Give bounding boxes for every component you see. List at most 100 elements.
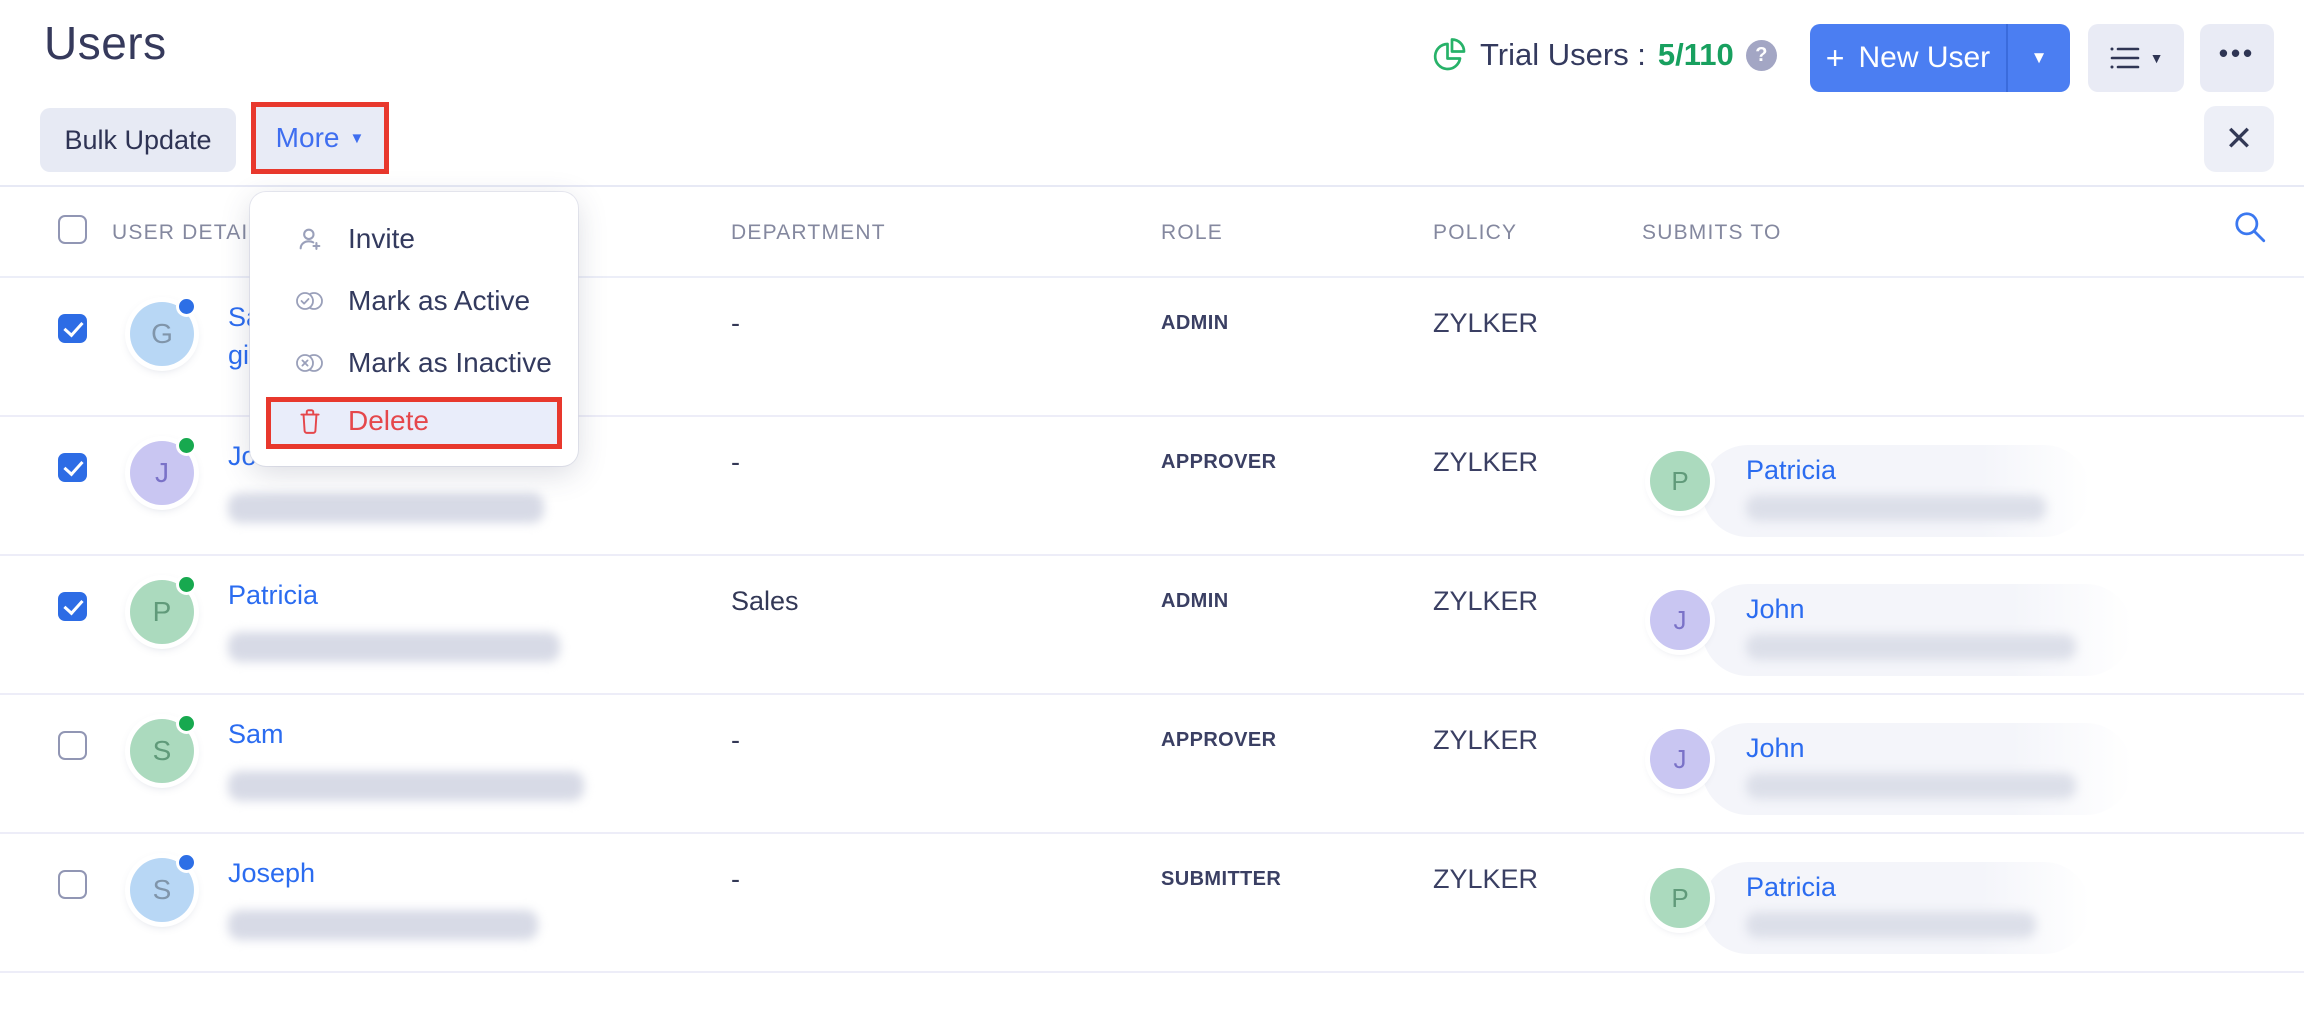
- more-options-button[interactable]: •••: [2200, 24, 2274, 92]
- menu-item-delete[interactable]: Delete: [250, 394, 578, 448]
- toggle-x-icon: [294, 350, 326, 376]
- submits-name-link[interactable]: Patricia: [1746, 455, 1837, 485]
- table-header: USER DETAILS DEPARTMENT ROLE POLICY SUBM…: [0, 187, 2304, 278]
- submits-email-blurred: [1746, 773, 2076, 799]
- submits-email-blurred: [1746, 495, 2046, 521]
- policy-cell: ZYLKER: [1433, 586, 1539, 616]
- user-name-line2[interactable]: gi: [228, 340, 250, 370]
- email-blurred: [228, 493, 544, 523]
- user-name-link[interactable]: Joseph: [228, 858, 316, 888]
- department-cell: -: [731, 308, 740, 338]
- submits-pill: [1702, 723, 2132, 815]
- submits-pill: [1702, 862, 2090, 954]
- new-user-dropdown-arrow[interactable]: ▼: [2030, 48, 2048, 67]
- status-dot: [176, 852, 197, 873]
- submits-to-cell: P Patricia: [1640, 439, 2240, 539]
- more-button[interactable]: More ▼: [251, 102, 389, 174]
- table-row: S Sam - APPROVER ZYLKER J John: [0, 695, 2304, 834]
- submits-avatar: J: [1650, 590, 1710, 650]
- role-cell: SUBMITTER: [1161, 868, 1282, 890]
- submits-to-cell: J John: [1640, 578, 2240, 678]
- department-cell: -: [731, 864, 740, 894]
- role-cell: APPROVER: [1161, 451, 1277, 473]
- email-blurred: [228, 910, 538, 940]
- new-user-button[interactable]: + New User ▼: [1810, 24, 2070, 92]
- submits-to-cell: J John: [1640, 717, 2240, 817]
- delete-annotation-box: [266, 397, 562, 449]
- row-checkbox[interactable]: [58, 453, 87, 482]
- avatar-letter: J: [155, 457, 169, 488]
- new-user-label: New User: [1858, 41, 1991, 74]
- close-button[interactable]: ✕: [2204, 106, 2274, 172]
- select-all-checkbox[interactable]: [58, 215, 87, 244]
- table-row: G Sa gi - ADMIN ZYLKER: [0, 278, 2304, 417]
- list-view-icon: [2109, 44, 2143, 72]
- submits-email-blurred: [1746, 634, 2076, 660]
- submits-email-blurred: [1746, 912, 2036, 938]
- trial-users-count: 5/110: [1657, 37, 1734, 72]
- column-user-details: USER DETAILS: [112, 221, 277, 244]
- table-row: S Joseph - SUBMITTER ZYLKER P Patricia: [0, 834, 2304, 973]
- policy-cell: ZYLKER: [1433, 447, 1539, 477]
- menu-item-mark-as-inactive[interactable]: Mark as Inactive: [250, 332, 578, 394]
- table-row: J Jo - APPROVER ZYLKER P Patricia: [0, 417, 2304, 556]
- column-policy: POLICY: [1433, 221, 1518, 244]
- submits-to-cell: P Patricia: [1640, 856, 2240, 956]
- email-blurred: [228, 632, 560, 662]
- row-checkbox[interactable]: [58, 731, 87, 760]
- more-button-label: More: [275, 122, 340, 153]
- submits-avatar: P: [1650, 868, 1710, 928]
- user-name-link[interactable]: Sam: [228, 719, 284, 749]
- menu-item-label: Mark as Inactive: [348, 347, 552, 378]
- menu-item-label: Invite: [348, 223, 415, 254]
- status-dot: [176, 296, 197, 317]
- role-cell: ADMIN: [1161, 590, 1229, 612]
- status-dot: [176, 574, 197, 595]
- department-cell: -: [731, 447, 740, 477]
- table-row: P Patricia Sales ADMIN ZYLKER J John: [0, 556, 2304, 695]
- department-cell: -: [731, 725, 740, 755]
- status-dot: [176, 435, 197, 456]
- page-title: Users: [44, 17, 167, 69]
- toggle-check-icon: [294, 288, 326, 314]
- avatar-letter: J: [1673, 604, 1687, 635]
- trial-users-label: Trial Users :: [1480, 37, 1646, 72]
- trash-icon: [294, 407, 326, 435]
- chevron-down-icon: ▼: [349, 129, 365, 147]
- department-cell: Sales: [731, 586, 799, 616]
- plus-icon: +: [1825, 39, 1845, 76]
- submits-avatar: P: [1650, 451, 1710, 511]
- pie-chart-icon: [1430, 36, 1468, 74]
- submits-avatar: J: [1650, 729, 1710, 789]
- submits-name-link[interactable]: John: [1746, 594, 1805, 624]
- avatar-letter: G: [151, 318, 173, 349]
- role-cell: APPROVER: [1161, 729, 1277, 751]
- submits-pill: [1702, 584, 2132, 676]
- menu-item-label: Mark as Active: [348, 285, 531, 316]
- avatar-letter: J: [1673, 743, 1687, 774]
- bulk-update-button[interactable]: Bulk Update: [40, 108, 236, 172]
- person-plus-icon: [294, 225, 326, 253]
- row-checkbox[interactable]: [58, 592, 87, 621]
- menu-item-label: Delete: [348, 405, 429, 436]
- toolbar-separator: [0, 185, 2304, 187]
- column-submits-to: SUBMITS TO: [1642, 221, 1782, 244]
- row-checkbox[interactable]: [58, 870, 87, 899]
- avatar-letter: P: [1671, 465, 1689, 496]
- row-checkbox[interactable]: [58, 314, 87, 343]
- help-icon[interactable]: ?: [1745, 39, 1777, 71]
- avatar-letter: P: [1671, 882, 1689, 913]
- menu-item-mark-as-active[interactable]: Mark as Active: [250, 270, 578, 332]
- user-name-link[interactable]: Patricia: [228, 580, 319, 610]
- submits-name-link[interactable]: John: [1746, 733, 1805, 763]
- chevron-down-icon: ▼: [2149, 50, 2164, 66]
- submits-name-link[interactable]: Patricia: [1746, 872, 1837, 902]
- policy-cell: ZYLKER: [1433, 864, 1539, 894]
- more-dropdown-menu: Invite Mark as Active Mark as Inactive D…: [250, 192, 578, 466]
- view-toggle-button[interactable]: ▼: [2088, 24, 2184, 92]
- menu-item-invite[interactable]: Invite: [250, 208, 578, 270]
- status-dot: [176, 713, 197, 734]
- email-blurred: [228, 771, 584, 801]
- column-department: DEPARTMENT: [731, 221, 886, 244]
- search-icon[interactable]: [2232, 209, 2268, 250]
